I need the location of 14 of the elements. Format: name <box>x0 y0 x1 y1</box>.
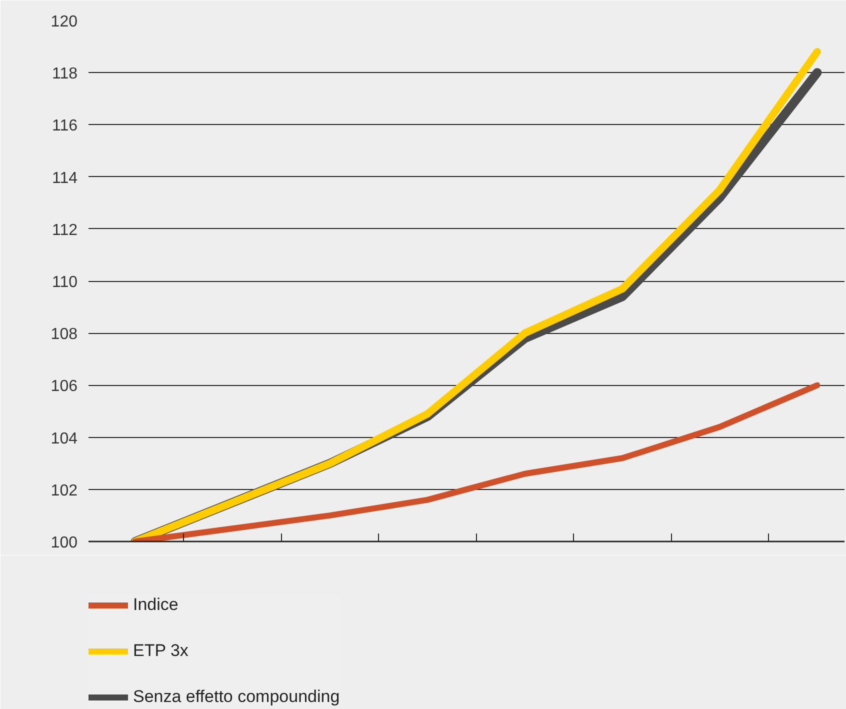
legend-label: Senza effetto compounding <box>133 687 340 707</box>
legend-label: ETP 3x <box>133 641 188 661</box>
y-tick-label: 108 <box>50 326 78 344</box>
y-tick-label: 116 <box>52 118 78 135</box>
y-tick-label: 106 <box>50 378 78 396</box>
y-tick-label: 120 <box>50 14 78 30</box>
y-tick-label: 114 <box>52 170 78 187</box>
y-tick-label: 112 <box>52 222 78 239</box>
y-tick-label: 100 <box>50 534 78 552</box>
legend-label: Indice <box>133 595 178 615</box>
y-tick-label: 104 <box>50 430 78 448</box>
y-tick-label: 102 <box>50 482 78 500</box>
y-tick-label: 118 <box>52 66 78 83</box>
y-tick-label: 110 <box>52 274 78 291</box>
